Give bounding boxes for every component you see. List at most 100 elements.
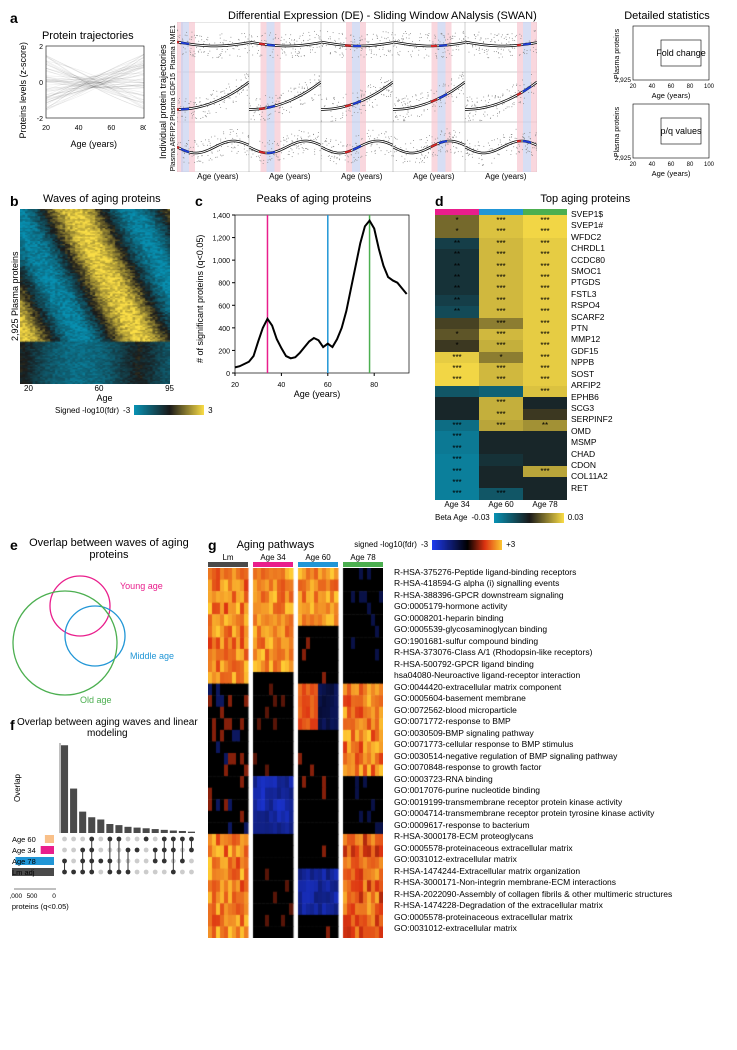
swan-subplot: [177, 22, 249, 72]
svg-text:60: 60: [668, 162, 675, 168]
g-colorbar: [432, 540, 502, 550]
pathway-label: R-HSA-1474244-Extracellular matrix organ…: [394, 866, 672, 878]
panel-g-title: Aging pathways: [237, 539, 315, 551]
swan-xlabel: Age (years): [326, 172, 398, 181]
svg-text:1,400: 1,400: [212, 213, 230, 220]
svg-text:40: 40: [649, 162, 656, 168]
pathway-label: GO:0005578-proteinaceous extracellular m…: [394, 912, 672, 924]
swan-xlabel: Age (years): [398, 172, 470, 181]
swan-subplot: [393, 72, 465, 122]
swan-subplot: [177, 122, 249, 172]
svg-text:Age 78: Age 78: [12, 857, 36, 866]
svg-text:600: 600: [218, 303, 230, 310]
pathway-label: GO:0004714-transmembrane receptor protei…: [394, 808, 672, 820]
protein-trajectories-plot: -20220406080: [28, 42, 146, 132]
b-legend-max: 3: [208, 406, 212, 415]
d-legend-min: -0.03: [471, 513, 489, 522]
waves-heatmap: [20, 209, 170, 384]
panel-b-title: Waves of aging proteins: [19, 193, 185, 209]
svg-text:60: 60: [107, 125, 115, 132]
swan-xlabel: Age (years): [182, 172, 254, 181]
b-xtick-1: 60: [95, 384, 104, 393]
svg-text:1,200: 1,200: [212, 236, 230, 243]
pathway-label: GO:0070848-response to growth factor: [394, 762, 672, 774]
protein-label: SVEP1#: [571, 220, 613, 231]
svg-text:Age 34: Age 34: [12, 846, 36, 855]
pathway-label: R-HSA-388396-GPCR downstream signaling: [394, 590, 672, 602]
swan-subplot: [321, 72, 393, 122]
svg-text:Fold change: Fold change: [656, 48, 706, 58]
g-legend-label: signed -log10(fdr): [354, 540, 417, 549]
svg-text:Overlap: Overlap: [13, 773, 22, 802]
protein-label: CHRDL1: [571, 243, 613, 254]
svg-text:Old age: Old age: [80, 695, 112, 705]
svg-text:Young age: Young age: [120, 581, 163, 591]
svg-text:0: 0: [39, 80, 43, 87]
pathway-label: GO:0031012-extracellular matrix: [394, 854, 672, 866]
panel-c-ylabel: # of significant proteins (q<0.05): [195, 209, 205, 389]
svg-text:Age (years): Age (years): [652, 91, 691, 100]
panel-c-label: c: [195, 193, 203, 209]
protein-label: SMOC1: [571, 266, 613, 277]
svg-text:p/q values: p/q values: [660, 126, 702, 136]
swan-subplot: [249, 122, 321, 172]
b-colorbar: [134, 405, 204, 415]
b-legend-label: Signed -log10(fdr): [55, 406, 119, 415]
protein-label: RSPO4: [571, 300, 613, 311]
svg-text:80: 80: [140, 125, 146, 132]
panel-a-right-title: Detailed statistics: [607, 10, 727, 22]
pathway-label: GO:0005539-glycosaminoglycan binding: [394, 624, 672, 636]
svg-text:60: 60: [324, 382, 332, 389]
svg-text:Age (years): Age (years): [652, 169, 691, 178]
pathway-label: GO:0071772-response to BMP: [394, 716, 672, 728]
pathway-label: GO:0003723-RNA binding: [394, 774, 672, 786]
panel-b-label: b: [10, 193, 19, 209]
svg-text:40: 40: [75, 125, 83, 132]
pathway-label: GO:0008201-heparin binding: [394, 613, 672, 625]
peaks-plot: 02004006008001,0001,2001,40020406080: [205, 209, 415, 389]
svg-text:Lm adj: Lm adj: [12, 868, 35, 877]
swan-xlabel: Age (years): [254, 172, 326, 181]
panel-d-title: Top aging proteins: [444, 193, 727, 209]
svg-text:80: 80: [370, 382, 378, 389]
protein-label: FSTL3: [571, 289, 613, 300]
swan-subplot: [465, 122, 537, 172]
swan-grid: Plasma NME1Plasma GDF15Plasma ARFIP2Age …: [170, 22, 542, 181]
svg-text:20: 20: [630, 84, 637, 90]
swan-row-label: Plasma GDF15: [170, 73, 177, 121]
detail-box: Fold changePlasma proteins2,925204060801…: [607, 22, 717, 100]
swan-xlabel: Age (years): [470, 172, 542, 181]
swan-subplot: [177, 72, 249, 122]
svg-text:400: 400: [218, 326, 230, 333]
panel-c-xlabel: Age (years): [209, 389, 425, 399]
protein-label: OMD: [571, 426, 613, 437]
svg-text:20: 20: [630, 162, 637, 168]
pathway-label: R-HSA-500792-GPCR ligand binding: [394, 659, 672, 671]
protein-label: PTN: [571, 323, 613, 334]
b-xtick-2: 95: [165, 384, 174, 393]
protein-label: RET: [571, 483, 613, 494]
pathway-label: GO:1901681-sulfur compound binding: [394, 636, 672, 648]
detail-stat-boxes: Fold changePlasma proteins2,925204060801…: [607, 22, 727, 178]
svg-text:80: 80: [687, 162, 694, 168]
protein-label: SCG3: [571, 403, 613, 414]
pathway-label: GO:0044420-extracellular matrix componen…: [394, 682, 672, 694]
svg-text:40: 40: [649, 84, 656, 90]
pathway-label: GO:0005179-hormone activity: [394, 601, 672, 613]
panel-a-label: a: [10, 10, 18, 26]
swan-subplot: [465, 22, 537, 72]
protein-label: COL11A2: [571, 471, 613, 482]
swan-subplot: [321, 22, 393, 72]
svg-text:0: 0: [52, 893, 56, 900]
d-colorbar: [494, 513, 564, 523]
protein-label: EPHB6: [571, 392, 613, 403]
g-col-labels: LmAge 34Age 60Age 78: [208, 553, 388, 567]
swan-subplot: [393, 122, 465, 172]
svg-text:-2: -2: [37, 116, 43, 123]
protein-label: SCARF2: [571, 312, 613, 323]
svg-text:100: 100: [704, 162, 715, 168]
svg-text:100: 100: [704, 84, 715, 90]
d-legend-label: Beta Age: [435, 513, 467, 522]
top-proteins-labels: SVEP1$SVEP1#WFDC2CHRDL1CCDC80SMOC1PTGDSF…: [571, 209, 613, 500]
svg-text:40: 40: [278, 382, 286, 389]
